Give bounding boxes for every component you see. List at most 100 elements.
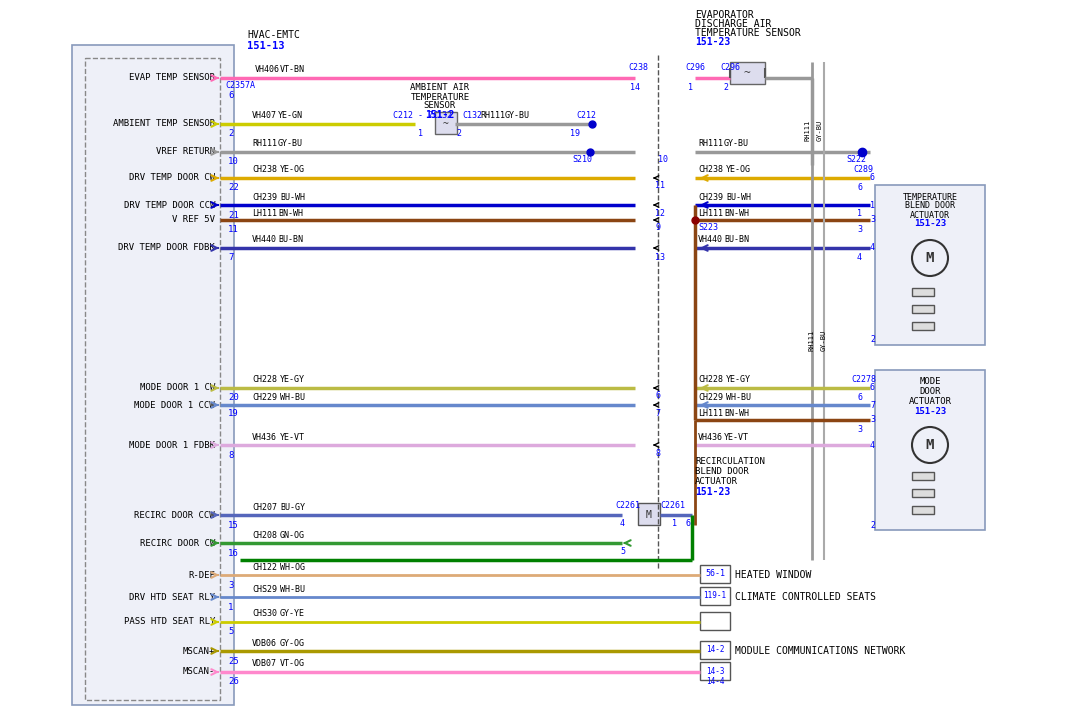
Text: M: M <box>926 251 935 265</box>
Bar <box>638 503 660 525</box>
Text: 7: 7 <box>229 254 233 262</box>
Text: 6: 6 <box>229 91 233 101</box>
Text: GY-BU: GY-BU <box>278 140 303 148</box>
Text: 6: 6 <box>655 391 660 401</box>
Text: MODULE COMMUNICATIONS NETWORK: MODULE COMMUNICATIONS NETWORK <box>735 646 905 656</box>
Text: CH239: CH239 <box>699 193 723 201</box>
Text: WH-BU: WH-BU <box>726 393 751 403</box>
Text: RH111: RH111 <box>805 119 811 140</box>
Text: 1: 1 <box>857 209 862 218</box>
Text: RH111: RH111 <box>699 140 723 148</box>
Text: BN-WH: BN-WH <box>278 208 303 218</box>
Text: CH238: CH238 <box>252 165 277 174</box>
Text: C132: C132 <box>462 111 482 120</box>
Bar <box>71 45 234 705</box>
Text: CH229: CH229 <box>252 393 277 403</box>
Text: 3: 3 <box>870 216 875 225</box>
Text: CHS30: CHS30 <box>252 610 277 618</box>
Text: 12: 12 <box>655 208 665 218</box>
Text: WH-BU: WH-BU <box>280 584 305 593</box>
Text: 14-2: 14-2 <box>706 645 725 654</box>
Text: CH228: CH228 <box>252 376 277 384</box>
Text: 151-23: 151-23 <box>914 408 947 416</box>
Text: 14-4: 14-4 <box>706 678 725 686</box>
Text: 15: 15 <box>229 520 238 530</box>
Text: 4: 4 <box>619 520 625 528</box>
Text: RH111: RH111 <box>809 330 815 351</box>
Text: ~: ~ <box>443 119 449 129</box>
Text: 4: 4 <box>857 252 862 262</box>
Text: RECIRCULATION: RECIRCULATION <box>695 457 765 467</box>
Text: 21: 21 <box>229 211 238 220</box>
Text: CH208: CH208 <box>252 530 277 540</box>
Text: MODE DOOR 1 CCW: MODE DOOR 1 CCW <box>134 401 216 410</box>
Text: GY-BU: GY-BU <box>725 140 749 148</box>
Text: YE-GY: YE-GY <box>726 376 751 384</box>
Text: BU-WH: BU-WH <box>726 193 751 201</box>
Text: 19: 19 <box>570 128 580 138</box>
Text: BU-GY: BU-GY <box>280 503 305 511</box>
Text: ACTUATOR: ACTUATOR <box>695 477 738 486</box>
Text: 6: 6 <box>686 520 691 528</box>
Text: C132: C132 <box>432 111 452 120</box>
Text: 2: 2 <box>870 335 875 345</box>
Text: VH440: VH440 <box>252 235 277 245</box>
Bar <box>912 472 934 480</box>
Text: 119-1: 119-1 <box>704 591 727 601</box>
Text: 10: 10 <box>658 155 668 164</box>
Text: HEATED WINDOW: HEATED WINDOW <box>735 570 811 580</box>
Text: 5: 5 <box>619 547 625 557</box>
Text: 1: 1 <box>671 520 677 528</box>
Text: M: M <box>926 438 935 452</box>
Bar <box>700 641 730 659</box>
Text: VREF RETURN: VREF RETURN <box>156 147 216 157</box>
Text: C2357A: C2357A <box>225 82 255 91</box>
Text: 10: 10 <box>229 157 238 167</box>
Text: 14: 14 <box>630 84 640 92</box>
Text: 7: 7 <box>655 408 660 418</box>
Text: SENSOR: SENSOR <box>423 101 456 111</box>
Text: 9: 9 <box>655 223 660 233</box>
Text: 151-13: 151-13 <box>247 41 285 51</box>
Text: MSCAN+: MSCAN+ <box>183 647 216 656</box>
Text: 3: 3 <box>857 225 862 233</box>
Text: DISCHARGE AIR: DISCHARGE AIR <box>695 19 771 29</box>
Text: TEMPERATURE: TEMPERATURE <box>410 92 470 101</box>
Text: 1: 1 <box>418 128 423 138</box>
Text: LH111: LH111 <box>699 408 723 418</box>
Text: DRV TEMP DOOR CCW: DRV TEMP DOOR CCW <box>123 201 216 209</box>
Text: GY-BU: GY-BU <box>505 111 530 121</box>
Text: EVAP TEMP SENSOR: EVAP TEMP SENSOR <box>129 74 216 82</box>
Text: C296: C296 <box>720 64 740 72</box>
Text: YE-OG: YE-OG <box>280 165 305 174</box>
Text: DOOR: DOOR <box>919 388 941 396</box>
Text: 1: 1 <box>870 201 875 209</box>
Text: YE-VT: YE-VT <box>725 432 749 442</box>
Text: AMBIENT TEMP SENSOR: AMBIENT TEMP SENSOR <box>113 120 216 128</box>
Text: C212 - 7: C212 - 7 <box>393 111 433 120</box>
Text: BN-WH: BN-WH <box>725 408 749 418</box>
Text: C2261: C2261 <box>660 501 686 510</box>
Text: GN-OG: GN-OG <box>280 530 305 540</box>
Text: BLEND DOOR: BLEND DOOR <box>695 467 748 476</box>
Bar <box>912 506 934 514</box>
Text: 3: 3 <box>857 425 862 433</box>
Text: TEMPERATURE: TEMPERATURE <box>902 193 957 201</box>
Text: GY-OG: GY-OG <box>280 639 305 647</box>
Text: WH-OG: WH-OG <box>280 562 305 571</box>
Text: C296: C296 <box>686 64 705 72</box>
Text: C2261: C2261 <box>615 501 640 510</box>
Bar <box>912 489 934 497</box>
Text: 4: 4 <box>870 243 875 252</box>
Text: 11: 11 <box>655 182 665 191</box>
Text: C212: C212 <box>576 111 596 120</box>
Text: PASS HTD SEAT RLY: PASS HTD SEAT RLY <box>123 618 216 627</box>
Text: CH239: CH239 <box>252 193 277 201</box>
Text: S210: S210 <box>572 155 592 164</box>
Text: 7: 7 <box>870 401 875 410</box>
Text: 2: 2 <box>870 520 875 530</box>
Bar <box>912 305 934 313</box>
Text: R-DEF: R-DEF <box>188 571 216 579</box>
Text: 151-23: 151-23 <box>695 487 730 497</box>
Text: 8: 8 <box>655 450 660 459</box>
